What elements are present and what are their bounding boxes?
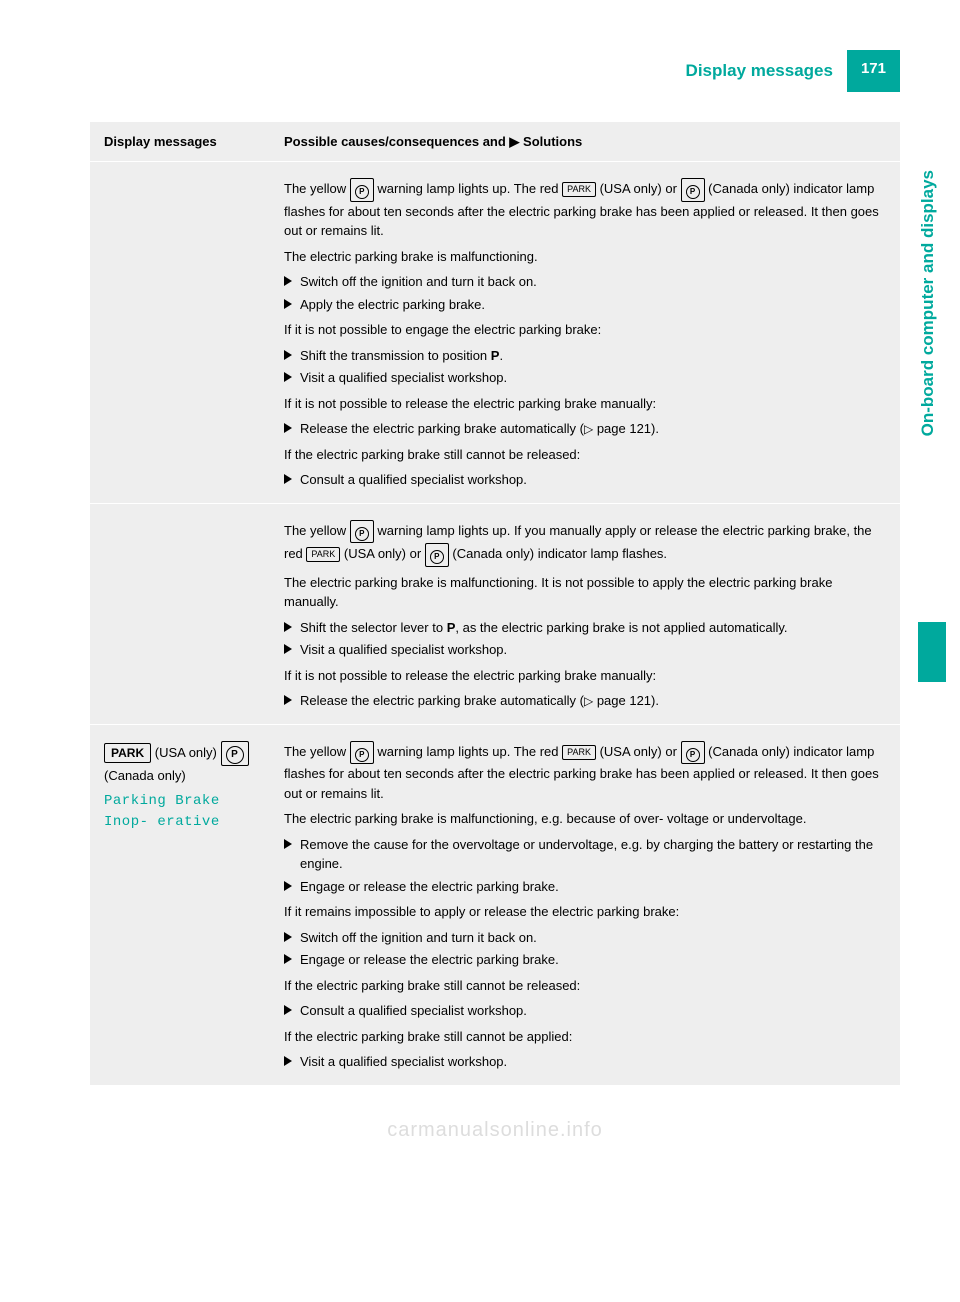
action-item: Release the electric parking brake autom… [284,691,886,711]
cell-left [90,162,270,504]
display-message-text: Parking Brake Inop‐ erative [104,791,256,833]
col-header-left: Display messages [90,122,270,162]
left-icons: PARK (USA only) P (Canada only) [104,741,256,786]
table-row: The yellow P warning lamp lights up. The… [90,162,900,504]
body-text: If it is not possible to engage the elec… [284,320,886,340]
cell-right: The yellow P warning lamp lights up. The… [270,162,900,504]
header-title: Display messages [686,50,847,92]
watermark-text: carmanualsonline.info [90,1115,900,1145]
p-circle-icon: P [221,741,249,766]
cell-left [90,503,270,724]
body-text: If the electric parking brake still cann… [284,445,886,465]
body-text: The electric parking brake is malfunctio… [284,573,886,612]
action-item: Engage or release the electric parking b… [284,950,886,970]
action-list: Switch off the ignition and turn it back… [284,272,886,314]
action-list: Switch off the ignition and turn it back… [284,928,886,970]
body-text: The electric parking brake is malfunctio… [284,247,886,267]
body-text: If it is not possible to release the ele… [284,666,886,686]
body-text: The yellow P warning lamp lights up. The… [284,178,886,241]
xref-icon: ▷ [584,692,593,710]
action-item: Shift the transmission to position P. [284,346,886,366]
body-text: If the electric parking brake still cann… [284,976,886,996]
p-circle-icon: P [350,520,374,544]
action-item: Visit a qualified specialist workshop. [284,640,886,660]
p-circle-icon: P [681,178,705,202]
p-circle-icon: P [350,741,374,765]
park-icon: PARK [306,547,340,562]
action-list: Release the electric parking brake autom… [284,419,886,439]
body-text: The electric parking brake is malfunctio… [284,809,886,829]
action-list: Visit a qualified specialist workshop. [284,1052,886,1072]
col-header-right: Possible causes/consequences and ▶ Solut… [270,122,900,162]
xref-icon: ▷ [584,420,593,438]
action-item: Remove the cause for the overvoltage or … [284,835,886,874]
body-text: The yellow P warning lamp lights up. The… [284,741,886,804]
action-item: Engage or release the electric parking b… [284,877,886,897]
body-text: The yellow P warning lamp lights up. If … [284,520,886,567]
messages-table: Display messages Possible causes/consequ… [90,122,900,1085]
action-item: Consult a qualified specialist workshop. [284,470,886,490]
table-row: PARK (USA only) P (Canada only) Parking … [90,724,900,1085]
action-list: Consult a qualified specialist workshop. [284,1001,886,1021]
action-item: Visit a qualified specialist workshop. [284,368,886,388]
p-circle-icon: P [425,543,449,567]
action-list: Remove the cause for the overvoltage or … [284,835,886,897]
action-list: Release the electric parking brake autom… [284,691,886,711]
action-list: Consult a qualified specialist workshop. [284,470,886,490]
action-item: Switch off the ignition and turn it back… [284,272,886,292]
body-text: If it remains impossible to apply or rel… [284,902,886,922]
page-header: Display messages 171 [90,50,900,92]
action-item: Consult a qualified specialist workshop. [284,1001,886,1021]
cell-left: PARK (USA only) P (Canada only) Parking … [90,724,270,1085]
action-item: Switch off the ignition and turn it back… [284,928,886,948]
cell-right: The yellow P warning lamp lights up. If … [270,503,900,724]
action-item: Release the electric parking brake autom… [284,419,886,439]
park-icon: PARK [104,743,151,763]
action-list: Shift the transmission to position P. Vi… [284,346,886,388]
table-row: The yellow P warning lamp lights up. If … [90,503,900,724]
side-tab-label: On-board computer and displays [915,170,941,436]
action-item: Apply the electric parking brake. [284,295,886,315]
body-text: If the electric parking brake still cann… [284,1027,886,1047]
p-circle-icon: P [681,741,705,765]
action-list: Shift the selector lever to P, as the el… [284,618,886,660]
page-number: 171 [847,50,900,92]
p-circle-icon: P [350,178,374,202]
park-icon: PARK [562,182,596,197]
cell-right: The yellow P warning lamp lights up. The… [270,724,900,1085]
action-item: Shift the selector lever to P, as the el… [284,618,886,638]
action-item: Visit a qualified specialist workshop. [284,1052,886,1072]
side-tab-block [918,622,946,682]
park-icon: PARK [562,745,596,760]
body-text: If it is not possible to release the ele… [284,394,886,414]
